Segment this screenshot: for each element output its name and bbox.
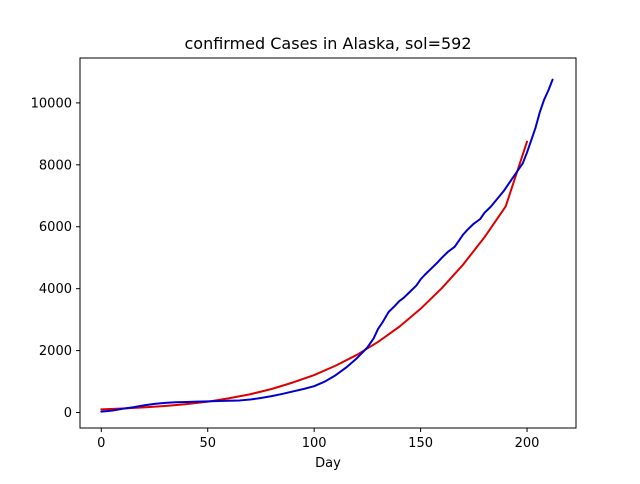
plot-area-frame <box>79 57 577 429</box>
y-tick-label: 6000 <box>39 220 72 235</box>
y-tick-label: 10000 <box>31 96 72 111</box>
y-axis-ticks: 0 2000 4000 6000 8000 10000 <box>31 96 80 421</box>
y-tick-label: 8000 <box>39 158 72 173</box>
x-tick-label: 150 <box>408 436 433 451</box>
y-tick-label: 2000 <box>39 344 72 359</box>
x-tick-label: 200 <box>515 436 540 451</box>
y-tick-label: 0 <box>64 406 72 421</box>
x-axis-ticks: 0 50 100 150 200 <box>97 428 539 451</box>
chart-title: confirmed Cases in Alaska, sol=592 <box>184 34 471 53</box>
y-tick-label: 4000 <box>39 282 72 297</box>
x-tick-label: 100 <box>302 436 327 451</box>
x-tick-label: 50 <box>199 436 216 451</box>
x-tick-label: 0 <box>97 436 105 451</box>
series-layer <box>100 78 554 413</box>
series-line-2 <box>100 78 554 413</box>
series-line-1 <box>100 140 529 411</box>
x-axis-label: Day <box>315 456 341 471</box>
